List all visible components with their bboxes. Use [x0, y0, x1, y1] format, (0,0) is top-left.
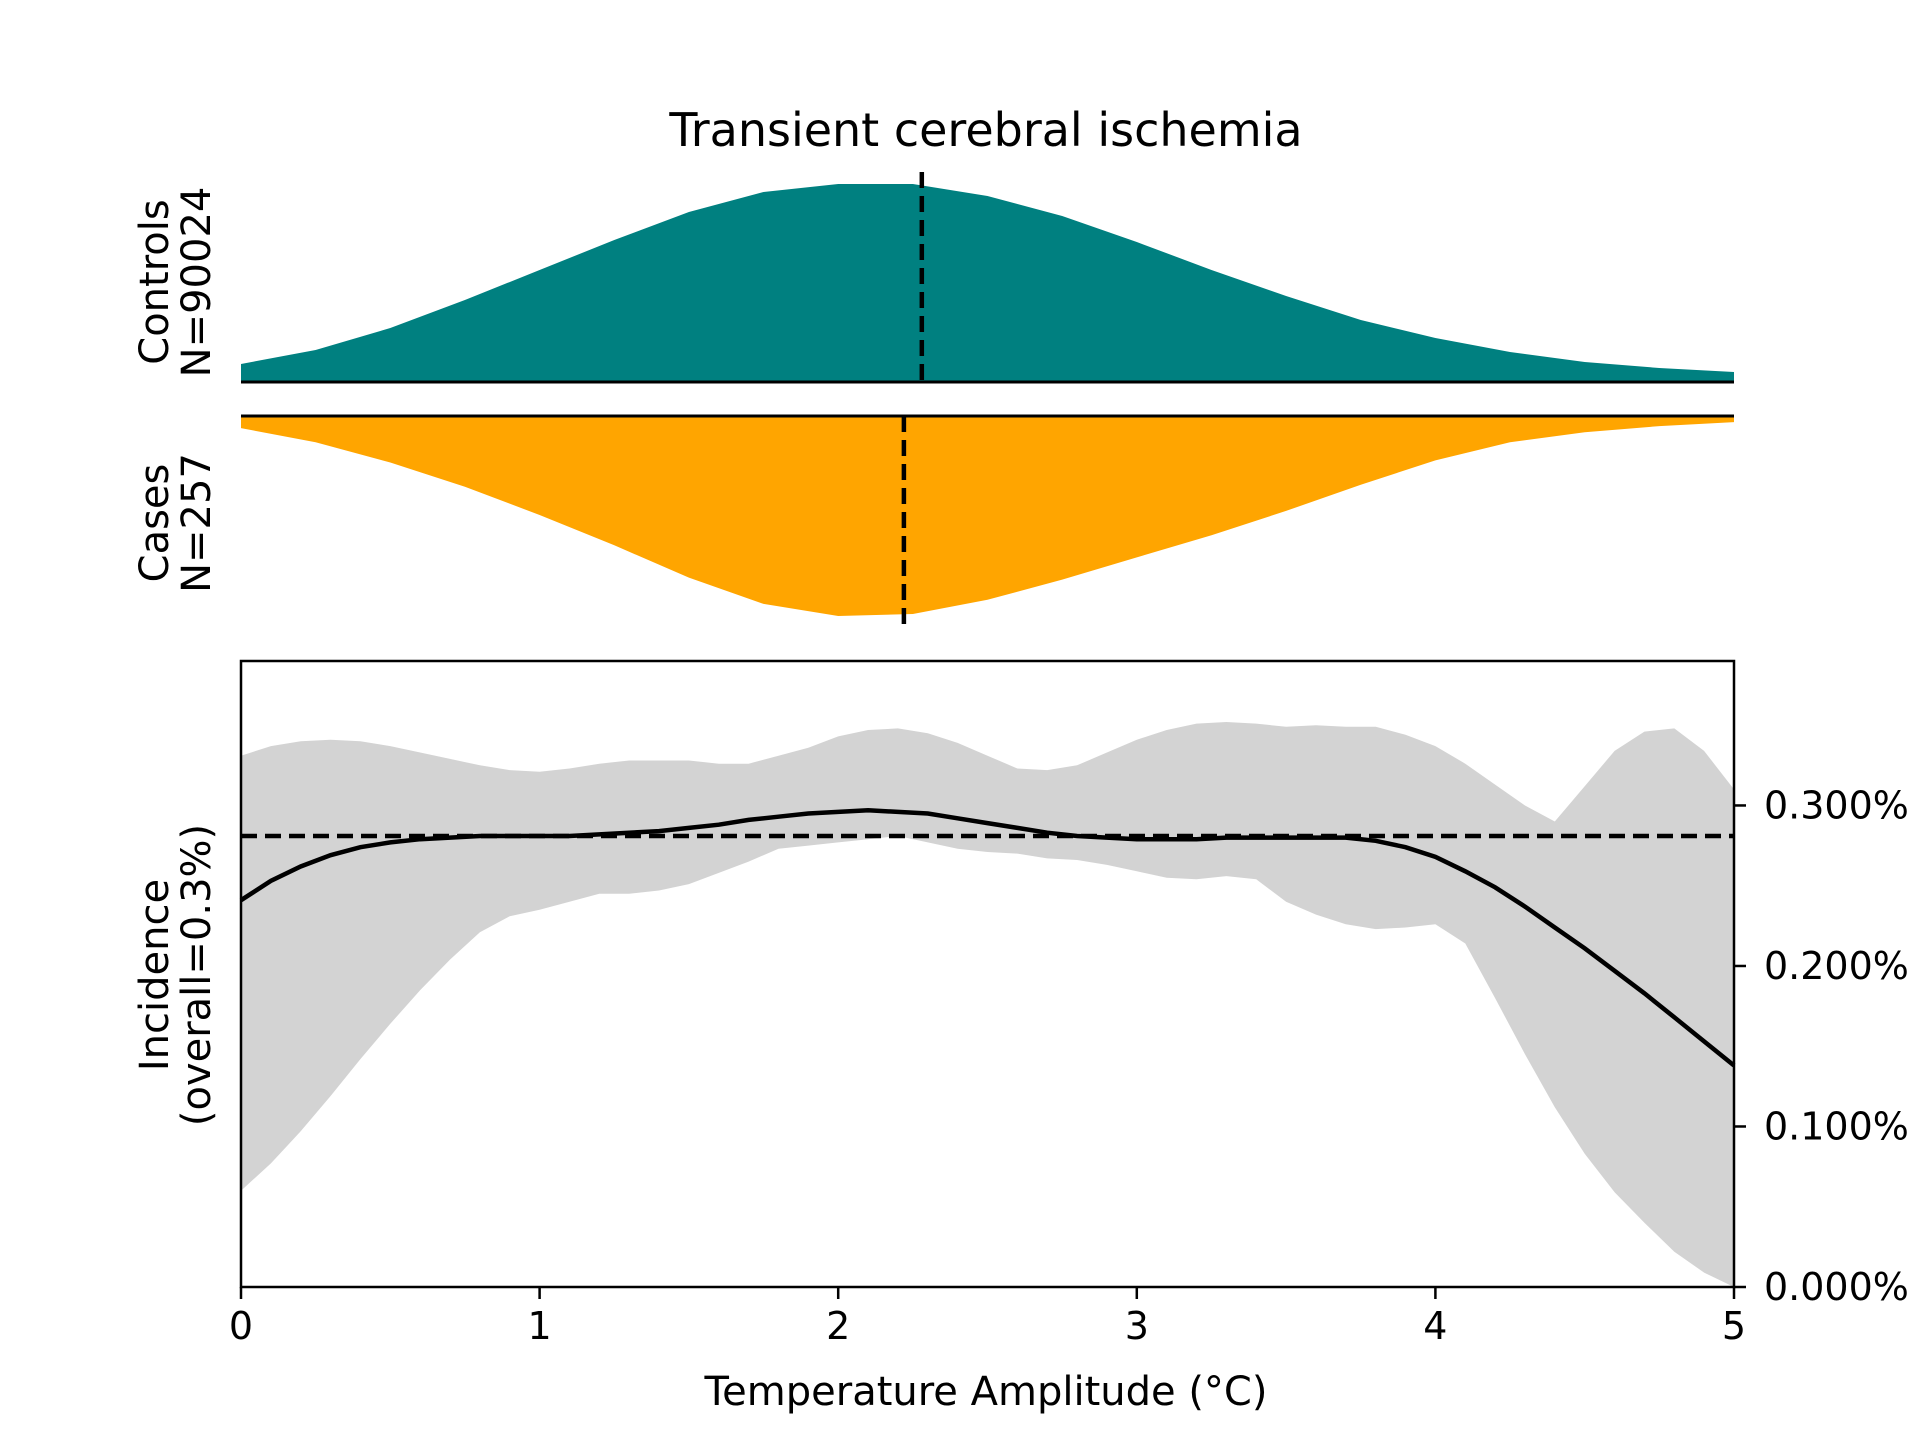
x-axis-ticks: 0 1 2 3 4 5 [229, 1287, 1746, 1348]
y-tick-label: 0.200% [1764, 944, 1909, 988]
chart-title: Transient cerebral ischemia [668, 103, 1302, 157]
x-tick-label: 1 [528, 1304, 552, 1348]
controls-n-label: N=90024 [174, 187, 220, 378]
incidence-curve [239, 808, 1736, 1068]
y-tick-label: 0.000% [1764, 1265, 1909, 1309]
y-axis-ticks: 0.000% 0.100% 0.200% 0.300% [1734, 783, 1909, 1309]
cases-density-panel: Cases N=257 [132, 414, 1734, 626]
controls-density-panel: Controls N=90024 [132, 172, 1734, 384]
cases-n-label: N=257 [174, 453, 220, 593]
x-tick-label: 4 [1423, 1304, 1447, 1348]
confidence-band [241, 722, 1734, 1287]
incidence-ylabel-overall: (overall=0.3%) [174, 824, 220, 1126]
cases-label: Cases [132, 464, 178, 583]
y-tick-label: 0.300% [1764, 783, 1909, 827]
x-axis-label: Temperature Amplitude (°C) [704, 1369, 1268, 1415]
incidence-ylabel: Incidence [132, 879, 178, 1071]
x-tick-label: 2 [826, 1304, 850, 1348]
x-tick-label: 3 [1125, 1304, 1149, 1348]
controls-label: Controls [132, 199, 178, 364]
x-tick-label: 0 [229, 1304, 253, 1348]
incidence-panel: 0 1 2 3 4 5 0.000% 0.100% 0.200% 0.300% Incidenc… [132, 659, 1909, 1415]
cases-density-area [241, 416, 1734, 616]
y-tick-label: 0.100% [1764, 1104, 1909, 1148]
incidence-axes-frame [239, 659, 1736, 1289]
x-tick-label: 5 [1722, 1304, 1746, 1348]
controls-density-area [241, 184, 1734, 382]
